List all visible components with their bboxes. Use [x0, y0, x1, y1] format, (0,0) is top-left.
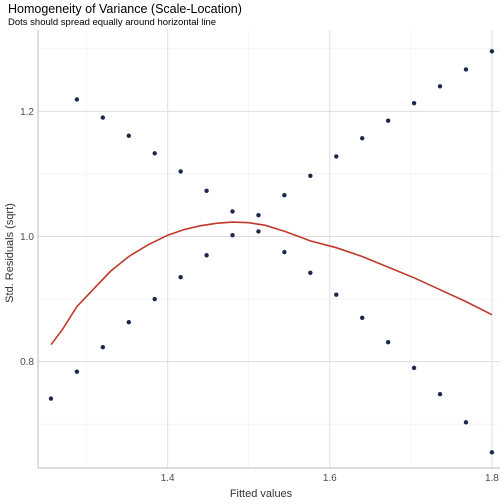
- x-tick-label: 1.8: [485, 473, 499, 484]
- data-point: [126, 133, 131, 138]
- data-point: [74, 369, 80, 374]
- data-points: [48, 49, 495, 455]
- y-axis-title: Std. Residuals (sqrt): [4, 203, 16, 303]
- x-tick-labels: 1.4 1.6 1.8: [161, 473, 500, 484]
- minor-grid: [38, 30, 500, 468]
- data-point: [282, 192, 287, 198]
- y-tick-label: 1.2: [20, 107, 34, 118]
- data-point: [463, 420, 469, 425]
- data-point: [152, 296, 157, 302]
- data-point: [489, 49, 495, 54]
- data-point: [437, 84, 443, 89]
- data-point: [282, 249, 287, 255]
- data-point: [360, 315, 365, 321]
- data-point: [100, 115, 106, 120]
- data-point: [308, 270, 313, 275]
- data-point: [256, 229, 261, 234]
- y-tick-labels: 0.8 1.0 1.2: [20, 107, 34, 368]
- data-point: [334, 154, 339, 159]
- data-point: [204, 253, 209, 258]
- data-point: [126, 320, 131, 325]
- data-point: [308, 173, 313, 178]
- data-point: [411, 101, 417, 106]
- x-tick-label: 1.4: [161, 473, 175, 484]
- data-point: [74, 97, 80, 102]
- data-point: [411, 365, 417, 371]
- data-point: [489, 450, 495, 455]
- data-point: [360, 136, 365, 141]
- data-point: [385, 118, 391, 123]
- data-point: [256, 213, 261, 218]
- data-point: [48, 396, 54, 401]
- smooth-line: [50, 221, 493, 346]
- data-point: [385, 340, 391, 345]
- chart-subtitle: Dots should spread equally around horizo…: [8, 17, 217, 28]
- data-point: [334, 292, 339, 297]
- data-point: [204, 188, 209, 194]
- data-point: [230, 233, 235, 238]
- data-point: [178, 169, 183, 174]
- data-point: [230, 209, 235, 214]
- data-point: [152, 151, 157, 156]
- data-point: [100, 345, 106, 350]
- chart-title: Homogeneity of Variance (Scale-Location): [8, 2, 242, 16]
- major-grid: [38, 30, 500, 468]
- y-tick-label: 0.8: [20, 357, 34, 368]
- data-point: [437, 391, 443, 397]
- data-point: [178, 274, 183, 280]
- y-tick-label: 1.0: [20, 232, 34, 243]
- x-axis-title: Fitted values: [230, 488, 293, 500]
- data-point: [463, 67, 469, 72]
- x-tick-label: 1.6: [323, 473, 337, 484]
